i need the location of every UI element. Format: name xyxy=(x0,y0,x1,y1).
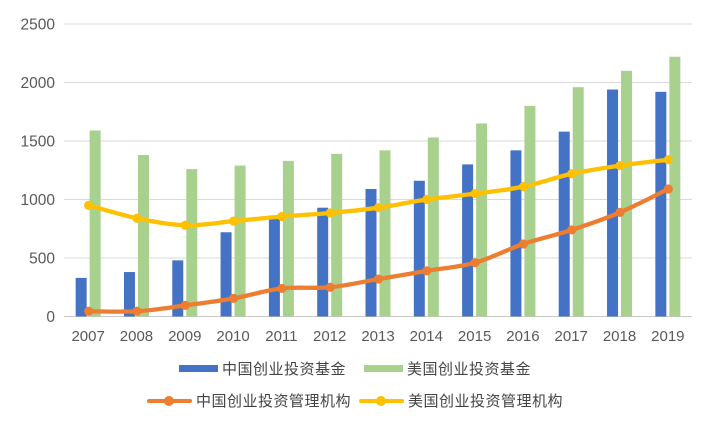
x-tick-label: 2009 xyxy=(168,328,201,345)
bar xyxy=(427,137,439,317)
line-marker xyxy=(518,182,529,192)
x-tick-label: 2014 xyxy=(410,328,443,345)
y-tick-label: 2000 xyxy=(21,75,56,92)
bar xyxy=(379,150,391,317)
legend-label-cn-mgmt: 中国创业投资管理机构 xyxy=(195,393,351,410)
legend-item-cn-fund: 中国创业投资基金 xyxy=(178,358,346,379)
legend-item-us-mgmt: 美国创业投资管理机构 xyxy=(359,390,563,411)
line-marker xyxy=(663,184,673,194)
line-marker xyxy=(228,293,239,303)
line-marker xyxy=(180,220,190,230)
legend-label-cn-fund: 中国创业投资基金 xyxy=(221,361,346,378)
x-tick-label: 2012 xyxy=(313,328,346,345)
chart-legend: 中国创业投资基金 美国创业投资基金 中国创业投资管理机构 美国创业投资管理机构 xyxy=(0,358,710,411)
bar xyxy=(655,91,667,317)
bar xyxy=(462,164,474,317)
y-tick-label: 2500 xyxy=(21,17,56,34)
line-series-0 xyxy=(84,184,673,316)
bar xyxy=(476,123,488,317)
line-marker xyxy=(615,160,625,171)
line-marker xyxy=(228,216,239,226)
x-tick-label: 2013 xyxy=(361,328,394,345)
line-marker xyxy=(518,239,529,249)
bar xyxy=(137,155,149,317)
line-marker xyxy=(567,169,577,179)
gridlines xyxy=(64,23,692,317)
y-axis-tick-labels: 0 500 1000 1500 2000 2500 xyxy=(21,17,56,327)
cn-fund-swatch-icon xyxy=(178,365,218,372)
line-marker xyxy=(180,300,190,310)
us-mgmt-line-marker-icon xyxy=(359,395,404,406)
bar xyxy=(524,105,536,317)
legend-label-us-mgmt: 美国创业投资管理机构 xyxy=(408,393,564,410)
line-marker xyxy=(373,274,384,284)
bar xyxy=(510,150,522,317)
chart-svg: 0 500 1000 1500 2000 2500 2007 2008 2009 2010 2011… xyxy=(21,17,692,345)
bar-series-0 xyxy=(75,89,667,317)
line-marker xyxy=(84,306,94,316)
x-tick-label: 2019 xyxy=(651,328,684,345)
bar xyxy=(75,277,87,317)
bar xyxy=(268,217,280,317)
x-tick-label: 2017 xyxy=(555,328,588,345)
bar xyxy=(186,169,198,317)
legend-item-us-fund: 美国创业投资基金 xyxy=(364,358,531,379)
x-tick-label: 2016 xyxy=(506,328,539,345)
line-marker xyxy=(132,213,142,223)
x-axis-tick-labels: 2007 2008 2009 2010 2011 2012 2013 2014 2015 2016… xyxy=(71,328,684,345)
bar xyxy=(413,180,425,317)
line-marker xyxy=(84,200,94,210)
x-tick-label: 2010 xyxy=(216,328,249,345)
bar xyxy=(234,165,246,317)
us-fund-swatch-icon xyxy=(364,365,403,372)
line-marker xyxy=(615,207,625,217)
bar-series-1 xyxy=(89,56,681,317)
line-marker xyxy=(422,266,432,276)
bar xyxy=(607,89,619,317)
line-marker xyxy=(325,208,335,218)
y-tick-label: 500 xyxy=(29,251,55,268)
bar xyxy=(331,153,343,317)
y-tick-label: 1000 xyxy=(21,192,56,209)
x-tick-label: 2015 xyxy=(458,328,491,345)
cn-mgmt-line-marker-icon xyxy=(146,395,192,406)
bar xyxy=(172,260,184,317)
line-marker xyxy=(470,189,480,199)
line-marker xyxy=(663,155,673,165)
x-tick-label: 2007 xyxy=(71,328,104,345)
bar xyxy=(572,87,584,317)
bar xyxy=(89,130,101,317)
bar xyxy=(621,70,633,317)
x-tick-label: 2008 xyxy=(120,328,153,345)
line-marker xyxy=(325,282,335,292)
bar xyxy=(317,207,329,317)
bar xyxy=(123,272,135,317)
line-marker xyxy=(567,225,577,235)
line-marker xyxy=(470,258,480,268)
line-marker xyxy=(277,283,287,294)
legend-row-1: 中国创业投资基金 美国创业投资基金 xyxy=(178,358,531,379)
legend-label-us-fund: 美国创业投资基金 xyxy=(407,361,532,378)
bar xyxy=(282,160,294,317)
line-marker xyxy=(277,211,287,222)
line-series-1 xyxy=(84,155,673,230)
y-tick-label: 1500 xyxy=(21,134,56,151)
bar xyxy=(365,188,377,317)
x-tick-label: 2011 xyxy=(265,328,297,345)
legend-item-cn-mgmt: 中国创业投资管理机构 xyxy=(146,390,351,411)
bar xyxy=(558,131,570,317)
y-tick-label: 0 xyxy=(46,309,55,326)
bar xyxy=(669,56,681,317)
line-marker xyxy=(132,306,142,316)
line-marker xyxy=(373,203,384,213)
bar xyxy=(220,232,232,317)
line-marker xyxy=(422,194,432,205)
legend-row-2: 中国创业投资管理机构 美国创业投资管理机构 xyxy=(146,390,563,411)
x-tick-label: 2018 xyxy=(603,328,636,345)
